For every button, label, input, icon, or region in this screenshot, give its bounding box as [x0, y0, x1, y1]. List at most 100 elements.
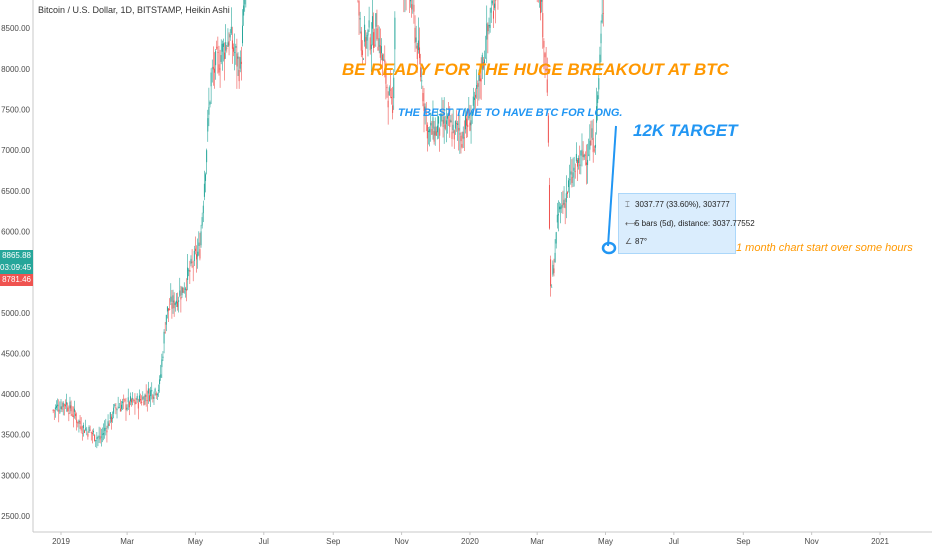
candle-body	[179, 290, 181, 296]
candle-body	[559, 206, 561, 210]
candle-body	[69, 401, 71, 409]
candle-body	[554, 252, 556, 263]
candle-body	[424, 106, 426, 112]
candle-body	[364, 24, 366, 42]
candle-body	[572, 172, 574, 178]
candle-body	[200, 231, 202, 246]
candle-body	[153, 397, 155, 399]
candle-body	[550, 259, 552, 287]
candle-body	[427, 130, 429, 133]
candle-body	[121, 404, 123, 409]
candle-body	[166, 306, 168, 312]
candle-body	[115, 407, 117, 409]
candle-body	[236, 53, 238, 67]
x-tick-label: 2019	[52, 537, 70, 546]
candle-body	[219, 68, 221, 70]
candle-body	[188, 270, 190, 272]
candle-body	[442, 119, 444, 127]
x-tick-label: May	[188, 537, 203, 546]
annotation-target[interactable]: 12K TARGET	[633, 121, 738, 140]
candle-body	[122, 401, 124, 404]
x-tick-label: 2021	[871, 537, 889, 546]
candle-body	[391, 97, 393, 99]
candle-body	[492, 11, 494, 19]
target-trendline[interactable]	[607, 125, 617, 247]
candle-body	[578, 158, 580, 163]
candle-body	[569, 179, 571, 181]
candle-body	[449, 119, 451, 127]
candle-body	[463, 137, 465, 139]
candle-body	[366, 35, 368, 41]
candle-body	[573, 167, 575, 171]
candle-body	[147, 388, 149, 394]
measure-angle: 87°	[635, 237, 648, 246]
candle-body	[206, 150, 208, 163]
candle-body	[566, 192, 568, 195]
candle-body	[480, 78, 482, 82]
candle-body	[82, 424, 84, 429]
x-tick-label: May	[598, 537, 613, 546]
annotation-note[interactable]: 1 month chart start over some hours	[736, 242, 913, 254]
y-tick-label: 7000.00	[1, 146, 30, 155]
candle-body	[119, 408, 121, 412]
candle-body	[182, 287, 184, 293]
candle-body	[205, 174, 207, 181]
candle-body	[156, 393, 158, 396]
candle-body	[444, 124, 446, 129]
candle-body	[92, 431, 94, 433]
candle-body	[565, 193, 567, 203]
candle-body	[542, 13, 544, 38]
candle-body	[106, 430, 108, 433]
candle-body	[481, 54, 483, 70]
candle-body	[96, 437, 98, 440]
candle-body	[157, 389, 159, 391]
candle-body	[467, 124, 469, 128]
candle-body	[458, 127, 460, 131]
candle-body	[435, 131, 437, 136]
candle-body	[436, 125, 438, 133]
candle-body	[98, 435, 100, 437]
candle-body	[570, 171, 572, 175]
candle-body	[452, 124, 454, 131]
candle-body	[413, 4, 415, 12]
candle-body	[60, 406, 62, 409]
candle-body	[429, 129, 431, 133]
x-tick-label: 2020	[461, 537, 479, 546]
candle-body	[99, 436, 101, 440]
candle-body	[360, 31, 362, 51]
breakout-marker-circle[interactable]	[601, 241, 617, 255]
candle-body	[152, 395, 154, 399]
candle-body	[389, 89, 391, 91]
candle-body	[466, 118, 468, 126]
candle-body	[470, 120, 472, 126]
annotation-headline[interactable]: BE READY FOR THE HUGE BREAKOUT AT BTC	[342, 60, 729, 79]
candle-body	[162, 356, 164, 359]
candle-body	[394, 17, 396, 50]
candle-body	[95, 440, 97, 442]
candle-body	[553, 268, 555, 273]
candle-body	[159, 379, 161, 385]
candle-body	[180, 297, 182, 300]
candle-body	[196, 254, 198, 260]
candle-body	[172, 295, 174, 303]
candle-body	[373, 32, 375, 48]
candle-body	[59, 411, 61, 413]
candle-body	[173, 300, 175, 309]
candle-body	[358, 1, 360, 16]
candle-body	[62, 402, 64, 407]
candle-body	[596, 106, 598, 123]
candle-body	[211, 67, 213, 69]
candle-body	[546, 79, 548, 93]
candle-body	[184, 288, 186, 291]
candle-body	[478, 72, 480, 81]
candle-body	[140, 399, 142, 401]
candle-body	[190, 258, 192, 264]
candle-body	[540, 0, 542, 14]
candle-body	[146, 400, 148, 401]
candle-body	[208, 107, 210, 115]
annotation-subheadline[interactable]: THE BEST TIME TO HAVE BTC FOR LONG.	[398, 107, 623, 119]
candle-body	[116, 408, 118, 411]
measure-tooltip[interactable]: ⌶ 3037.77 (33.60%), 303777 ⟷5 bars (5d), …	[618, 193, 755, 254]
